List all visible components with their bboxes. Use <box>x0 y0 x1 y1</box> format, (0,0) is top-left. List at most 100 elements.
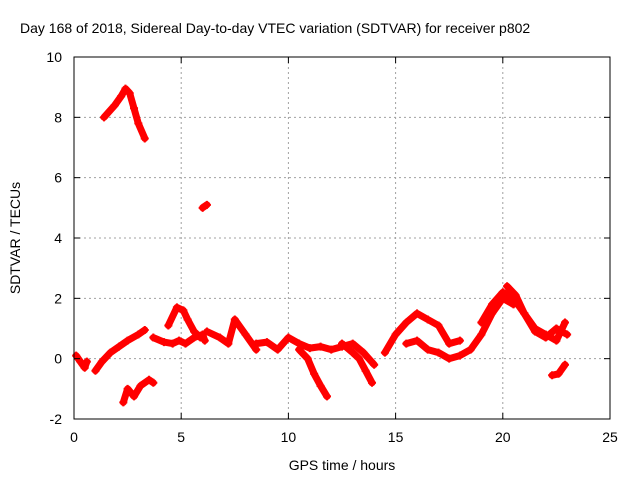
data-point <box>130 392 139 401</box>
data-point <box>252 339 261 348</box>
data-point <box>348 348 357 357</box>
y-tick-label: 4 <box>54 230 62 246</box>
data-point <box>310 369 319 378</box>
data-point <box>445 354 454 363</box>
y-axis-label: SDTVAR / TECUs <box>7 182 23 294</box>
data-point <box>530 324 539 333</box>
data-point <box>455 351 464 360</box>
y-tick-label: 8 <box>54 109 62 125</box>
y-tick-label: 10 <box>46 49 62 65</box>
data-point <box>119 398 128 407</box>
series-trace-13 <box>402 294 517 363</box>
data-point <box>145 375 154 384</box>
data-point <box>215 333 224 342</box>
data-point <box>548 371 557 380</box>
data-point <box>455 336 464 345</box>
data-point <box>136 381 145 390</box>
data-point <box>284 333 293 342</box>
data-point <box>338 339 346 348</box>
data-point <box>262 338 271 347</box>
series-trace-9 <box>252 334 378 369</box>
data-point <box>498 288 507 297</box>
y-tick-label: 6 <box>54 170 62 186</box>
data-point <box>97 357 106 366</box>
data-point <box>445 339 454 348</box>
x-tick-label: 10 <box>281 429 297 445</box>
data-point <box>413 336 422 345</box>
data-point <box>477 318 486 327</box>
data-point <box>348 339 357 348</box>
data-point <box>423 345 432 354</box>
data-point <box>179 306 188 315</box>
data-point <box>202 327 211 336</box>
data-point <box>503 282 512 291</box>
data-series <box>72 84 572 407</box>
data-point <box>391 330 400 339</box>
data-point <box>322 392 331 401</box>
data-point <box>149 378 158 387</box>
data-point <box>316 381 325 390</box>
data-point <box>190 327 199 336</box>
data-point <box>140 134 149 143</box>
data-point <box>82 357 91 366</box>
x-tick-label: 15 <box>388 429 404 445</box>
data-point <box>160 338 169 347</box>
data-point <box>402 339 411 348</box>
data-point <box>121 84 130 93</box>
data-point <box>520 309 529 318</box>
data-point <box>554 369 563 378</box>
data-point <box>110 101 119 110</box>
chart-title: Day 168 of 2018, Sidereal Day-to-day VTE… <box>20 20 530 36</box>
data-point <box>91 366 100 375</box>
data-point <box>413 309 422 318</box>
series-trace-12 <box>381 309 464 357</box>
data-point <box>434 348 443 357</box>
x-axis-label: GPS time / hours <box>289 457 396 473</box>
y-tick-labels: -2 0 2 4 6 8 10 <box>46 49 62 427</box>
data-point <box>359 348 368 357</box>
data-point <box>168 339 177 348</box>
data-point <box>273 345 282 354</box>
data-point <box>560 318 569 327</box>
data-point <box>488 300 497 309</box>
data-point <box>552 336 561 345</box>
data-point <box>355 354 364 363</box>
data-point <box>123 336 132 345</box>
data-point <box>295 345 304 354</box>
data-point <box>164 321 173 330</box>
data-point <box>361 366 370 375</box>
data-point <box>181 339 190 348</box>
data-point <box>380 348 389 357</box>
data-point <box>305 344 314 353</box>
axis-ticks <box>73 56 611 420</box>
data-point <box>125 89 134 98</box>
data-point <box>370 360 379 369</box>
y-tick-label: -2 <box>50 411 63 427</box>
data-point <box>100 113 109 122</box>
data-point <box>563 330 572 339</box>
y-tick-label: 2 <box>54 290 62 306</box>
data-point <box>560 360 569 369</box>
data-point <box>241 330 250 339</box>
x-tick-label: 25 <box>602 429 618 445</box>
data-point <box>466 345 475 354</box>
data-point <box>368 378 377 387</box>
data-point <box>117 92 126 101</box>
data-point <box>134 330 143 339</box>
data-point <box>115 342 124 351</box>
data-point <box>477 330 486 339</box>
data-point <box>149 333 158 342</box>
data-point <box>80 363 89 372</box>
data-point <box>198 203 207 212</box>
data-point <box>224 339 233 348</box>
data-point <box>106 348 115 357</box>
data-point <box>202 200 211 209</box>
data-point <box>130 104 139 113</box>
data-point <box>402 318 411 327</box>
data-point <box>196 333 205 342</box>
data-point <box>134 119 143 128</box>
data-point <box>327 345 336 354</box>
data-point <box>140 326 149 335</box>
data-point <box>423 315 432 324</box>
